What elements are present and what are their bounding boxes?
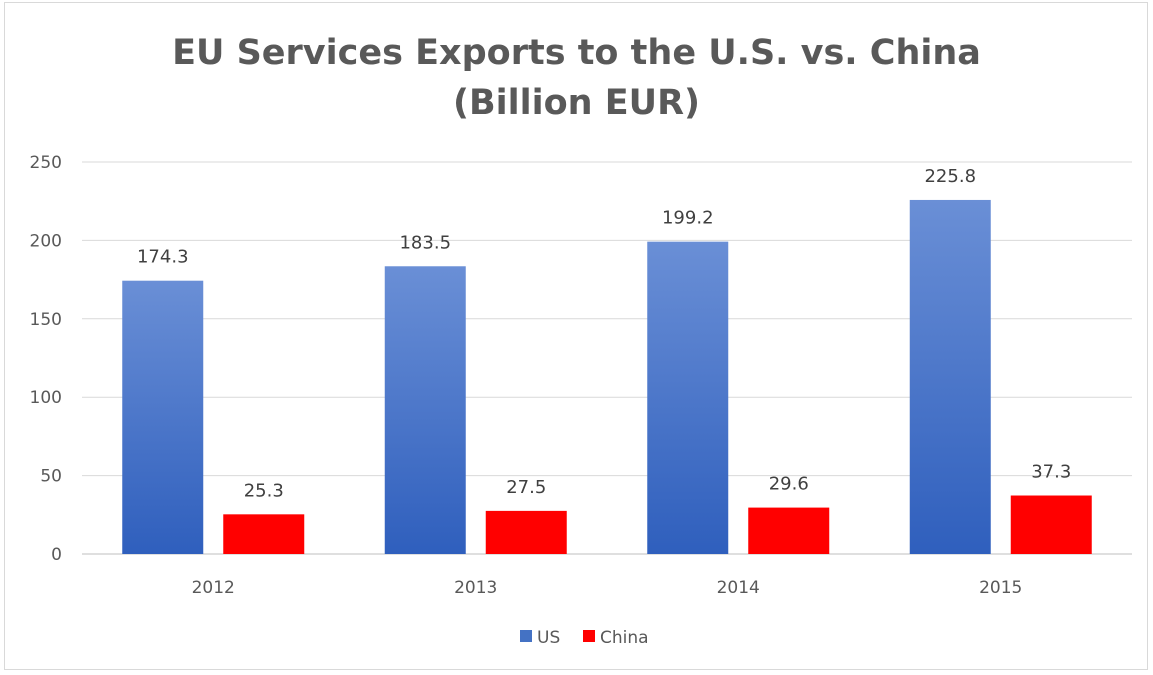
legend-label-china: China xyxy=(600,628,649,648)
y-tick-label: 200 xyxy=(30,231,62,251)
x-axis-ticks: 2012 2013 2014 2015 xyxy=(192,578,1023,598)
legend: US China xyxy=(520,628,649,648)
data-label-china-2014: 29.6 xyxy=(769,474,809,495)
data-label-us-2013: 183.5 xyxy=(399,232,451,253)
y-tick-label: 150 xyxy=(30,310,62,330)
x-tick-label: 2013 xyxy=(454,578,497,598)
y-tick-label: 100 xyxy=(30,388,62,408)
data-label-china-2015: 37.3 xyxy=(1031,462,1071,483)
bar-us-2013 xyxy=(384,266,466,554)
chart-title-line-2: (Billion EUR) xyxy=(452,83,701,123)
data-label-china-2013: 27.5 xyxy=(506,477,546,498)
y-axis-ticks: 0 50 100 150 200 250 xyxy=(30,153,62,565)
y-tick-label: 50 xyxy=(40,467,62,487)
bar-us-2015 xyxy=(909,199,991,554)
bars: 174.3 25.3 183.5 27.5 199.2 29.6 225.8 37.3 xyxy=(122,166,1092,554)
bar-us-2014 xyxy=(647,241,729,554)
legend-swatch-us xyxy=(520,630,532,642)
data-label-china-2012: 25.3 xyxy=(244,480,284,501)
data-label-us-2012: 174.3 xyxy=(137,247,189,268)
y-tick-label: 0 xyxy=(51,545,62,565)
data-label-us-2015: 225.8 xyxy=(924,166,976,187)
legend-swatch-china xyxy=(583,630,595,642)
x-tick-label: 2014 xyxy=(717,578,760,598)
legend-label-us: US xyxy=(537,628,560,648)
bar-china-2014 xyxy=(748,507,830,554)
y-tick-label: 250 xyxy=(30,153,62,173)
x-tick-label: 2012 xyxy=(192,578,235,598)
data-label-us-2014: 199.2 xyxy=(662,208,714,229)
bar-us-2012 xyxy=(122,280,204,554)
bar-china-2015 xyxy=(1010,495,1092,554)
x-tick-label: 2015 xyxy=(979,578,1022,598)
chart-title-line-1: EU Services Exports to the U.S. vs. Chin… xyxy=(172,33,981,73)
bar-china-2012 xyxy=(223,514,305,554)
chart-title: EU Services Exports to the U.S. vs. Chin… xyxy=(0,28,1153,128)
bar-china-2013 xyxy=(485,510,567,554)
